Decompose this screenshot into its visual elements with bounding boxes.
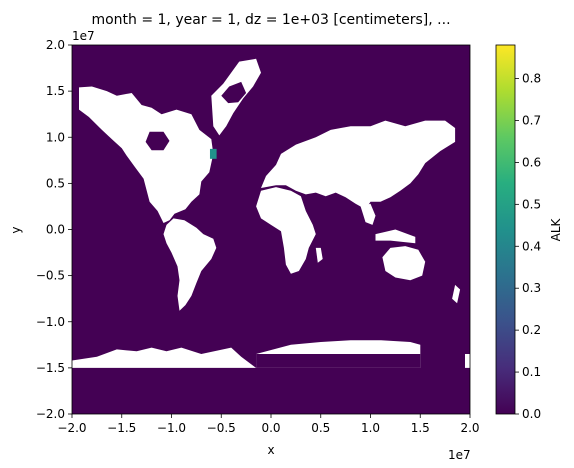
y-tick-label: −1.0 [36,315,65,329]
x-offset-label: 1e7 [448,448,471,462]
colorbar-tick-label: 0.6 [522,155,541,169]
y-tick-label: 1.0 [46,130,65,144]
region-africa [256,187,316,274]
y-tick-label: −1.5 [36,361,65,375]
colorbar [496,45,515,414]
colorbar-tick-label: 0.4 [522,239,541,253]
region-indonesia [375,229,416,244]
region-australia [382,246,426,281]
region-north-america [79,86,214,223]
region-antarctica-ice-block [256,354,421,368]
x-tick-label: −0.5 [207,421,236,435]
region-greenland-lake [221,81,247,104]
region-southeast-asia [360,203,376,225]
chart-title: month = 1, year = 1, dz = 1e+03 [centime… [91,12,450,28]
y-tick-label: 0.5 [46,176,65,190]
x-tick-label: 1.5 [411,421,430,435]
colorbar-tick-label: 0.2 [522,323,541,337]
x-tick-label: −2.0 [57,421,86,435]
colorbar-frame [495,44,516,415]
x-axis-ticks: −2.0 −1.5 −1.0 −0.5 0.0 0.5 1.0 1.5 2.0 [57,414,480,435]
y-offset-label: 1e7 [72,29,95,43]
colorbar-tick-label: 0.7 [522,113,541,127]
y-tick-label: −0.5 [36,269,65,283]
x-tick-label: −1.0 [157,421,186,435]
colorbar-ticks: 0.0 0.1 0.2 0.3 0.4 0.5 0.6 0.7 0.8 [515,72,541,421]
x-tick-label: 1.0 [361,421,380,435]
hotspot-cell [209,148,217,159]
region-south-america [163,218,217,311]
land-mask-layer [72,58,470,368]
y-axis-ticks: −2.0 −1.5 −1.0 −0.5 0.0 0.5 1.0 1.5 2.0 [36,38,72,421]
region-hudson-bay-interior [145,131,170,151]
x-tick-label: 0.5 [311,421,330,435]
x-tick-label: −1.5 [107,421,136,435]
y-tick-label: 2.0 [46,38,65,52]
x-axis-label: x [267,443,274,457]
x-tick-label: 2.0 [460,421,479,435]
colorbar-tick-label: 0.8 [522,72,541,86]
x-tick-label: 0.0 [261,421,280,435]
region-eurasia [261,120,456,210]
region-new-zealand [452,284,461,304]
colorbar-tick-label: 0.0 [522,407,541,421]
y-axis-label: y [9,226,23,233]
y-tick-label: 0.0 [46,223,65,237]
colorbar-tick-label: 0.5 [522,197,541,211]
colorbar-tick-label: 0.3 [522,281,541,295]
y-tick-label: 1.5 [46,84,65,98]
colorbar-tick-label: 0.1 [522,365,541,379]
hotspot-layer [209,148,217,159]
region-madagascar [315,247,323,263]
y-tick-label: −2.0 [36,407,65,421]
region-antarctica-east-edge [465,354,470,368]
colorbar-label: ALK [549,217,563,241]
